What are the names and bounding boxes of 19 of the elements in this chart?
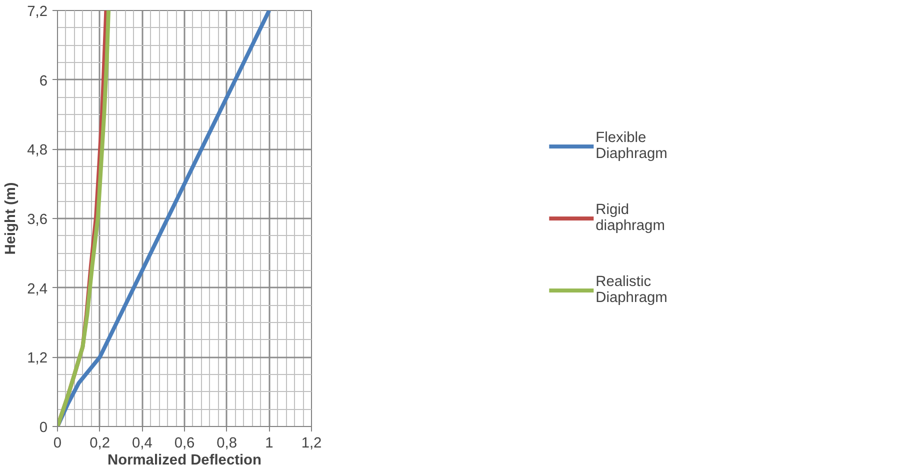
x-tick-label: 0,2	[90, 436, 110, 452]
x-tick-label: 1,2	[301, 436, 322, 452]
y-tick-label: 2,4	[27, 281, 48, 298]
x-axis-title: Normalized Deflection	[108, 452, 262, 468]
y-tick-label: 4,8	[27, 142, 48, 159]
y-tick-label: 7,2	[27, 4, 48, 20]
x-tick-label: 0	[53, 436, 62, 452]
legend-label: Flexible Diaphragm	[596, 130, 668, 162]
y-tick-label: 1,2	[27, 350, 48, 367]
y-tick-label: 3,6	[27, 212, 48, 228]
legend-label: Realistic Diaphragm	[596, 274, 668, 306]
x-tick-label: 1	[265, 436, 274, 452]
legend-label: Rigid diaphragm	[596, 202, 665, 234]
x-tick-label: 0,8	[216, 436, 238, 452]
x-tick-label: 0,4	[132, 436, 152, 452]
y-tick-label: 6	[39, 73, 48, 90]
y-axis-title: Height (m)	[3, 182, 20, 255]
y-tick-label: 0	[39, 420, 48, 436]
x-tick-label: 0,6	[174, 436, 195, 452]
